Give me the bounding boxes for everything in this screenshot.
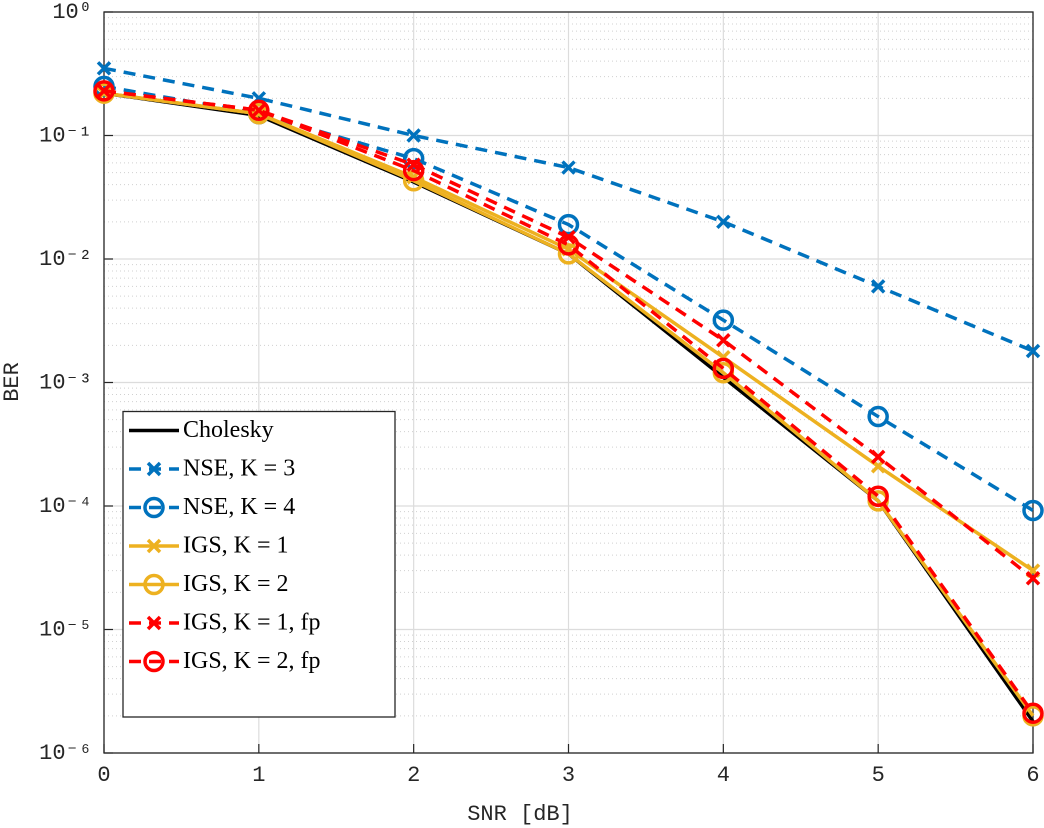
- y-tick-label: 10⁻⁵: [39, 617, 92, 642]
- legend-box: [122, 410, 396, 718]
- legend-label: IGS, K = 2, fp: [183, 648, 321, 674]
- marker-x: [96, 61, 112, 76]
- marker-circle: [143, 496, 165, 519]
- marker-x: [561, 160, 576, 175]
- marker-circle: [248, 99, 270, 122]
- marker-circle: [143, 573, 165, 596]
- y-tick-label: 10⁻³: [39, 370, 92, 395]
- marker-x: [716, 332, 731, 348]
- marker-x: [716, 214, 731, 230]
- series-line: [103, 84, 1034, 512]
- marker-x: [406, 128, 421, 143]
- x-tick-label: 0: [97, 763, 110, 788]
- marker-circle: [712, 357, 735, 380]
- legend-label: Cholesky: [183, 417, 274, 443]
- marker-x: [146, 538, 162, 554]
- x-tick-label: 3: [562, 763, 575, 788]
- x-tick-label: 2: [407, 763, 420, 788]
- marker-x: [1025, 571, 1041, 586]
- marker-circle: [557, 234, 580, 256]
- marker-x: [1025, 343, 1041, 359]
- y-tick-label: 10⁰: [52, 0, 92, 25]
- x-tick-label: 6: [1026, 763, 1039, 788]
- x-axis-label: SNR [dB]: [467, 802, 573, 827]
- legend-label: NSE, K = 3: [183, 456, 295, 482]
- marker-x: [146, 615, 162, 631]
- marker-circle: [867, 405, 889, 428]
- y-tick-label: 10⁻⁴: [39, 494, 92, 519]
- marker-x: [251, 103, 267, 118]
- legend-label: IGS, K = 2: [183, 571, 289, 597]
- marker-circle: [143, 650, 165, 673]
- marker-x: [870, 449, 886, 465]
- legend-label: IGS, K = 1, fp: [183, 610, 321, 636]
- marker-circle: [867, 485, 889, 507]
- marker-circle: [402, 159, 425, 182]
- y-tick-label: 10⁻²: [39, 247, 92, 272]
- plot-frame: [103, 11, 1034, 754]
- marker-circle: [402, 147, 425, 170]
- marker-circle: [1022, 499, 1044, 522]
- marker-circle: [712, 309, 735, 331]
- y-tick-label: 10⁻¹: [39, 123, 92, 148]
- legend-label: IGS, K = 1: [183, 533, 289, 559]
- marker-x: [96, 83, 112, 99]
- marker-circle: [93, 80, 115, 102]
- y-axis-label: BER: [0, 362, 25, 402]
- marker-circle: [1022, 702, 1044, 724]
- x-tick-label: 1: [252, 763, 265, 788]
- x-tick-label: 5: [872, 763, 885, 788]
- x-tick-label: 4: [717, 763, 730, 788]
- marker-x: [870, 279, 886, 294]
- y-tick-label: 10⁻⁶: [39, 741, 92, 766]
- marker-x: [146, 461, 162, 477]
- legend-label: NSE, K = 4: [183, 494, 295, 520]
- marker-circle: [557, 213, 580, 236]
